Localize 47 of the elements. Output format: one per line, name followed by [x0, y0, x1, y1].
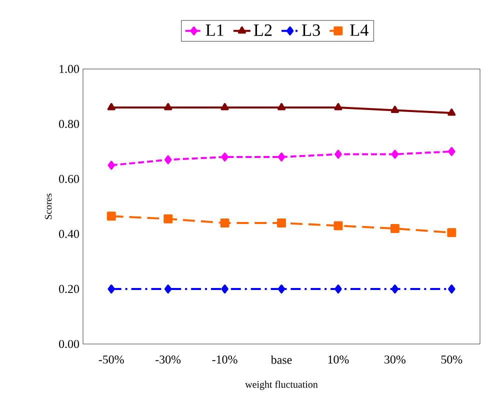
point [220, 103, 229, 110]
x-axis-title: weight fluctuation [245, 380, 318, 390]
x-tick-label: -50% [98, 355, 124, 364]
y-tick-label: 0.60 [59, 174, 80, 184]
point [334, 284, 342, 294]
point [447, 228, 456, 238]
point [164, 155, 172, 164]
point [107, 103, 116, 110]
point [334, 103, 342, 110]
y-tick-label: 0.00 [59, 340, 80, 348]
point [277, 103, 286, 110]
point [390, 106, 399, 113]
point [448, 108, 456, 116]
point [278, 284, 286, 294]
point [448, 284, 456, 294]
legend-label: L3 [302, 24, 320, 36]
legend-label: L4 [350, 24, 368, 36]
point [221, 152, 228, 162]
point [278, 152, 286, 162]
point [108, 284, 115, 294]
point [334, 150, 342, 159]
point [277, 218, 286, 228]
point [390, 224, 400, 233]
point [221, 284, 228, 294]
x-tick-label: base [270, 355, 292, 364]
point [448, 147, 456, 156]
legend-label: L1 [206, 24, 224, 36]
y-axis-title: Scores [45, 194, 52, 220]
point [334, 221, 343, 230]
x-tick-label: -10% [212, 355, 238, 364]
point [391, 150, 399, 159]
point [220, 218, 230, 228]
point [164, 214, 173, 224]
y-tick-label: 1.00 [60, 64, 80, 74]
point [391, 284, 399, 294]
point [164, 284, 172, 294]
x-tick-label: 10% [328, 355, 349, 364]
y-tick-label: 0.80 [59, 120, 80, 128]
y-tick-label: 0.40 [59, 230, 80, 238]
x-tick-label: 50% [441, 355, 462, 364]
y-tick-label: 0.20 [59, 284, 80, 294]
point [164, 103, 172, 110]
point [106, 212, 116, 221]
x-tick-label: -30% [156, 355, 181, 364]
point [108, 160, 115, 170]
x-tick-label: 30% [384, 355, 406, 364]
legend-label: L2 [254, 24, 272, 36]
